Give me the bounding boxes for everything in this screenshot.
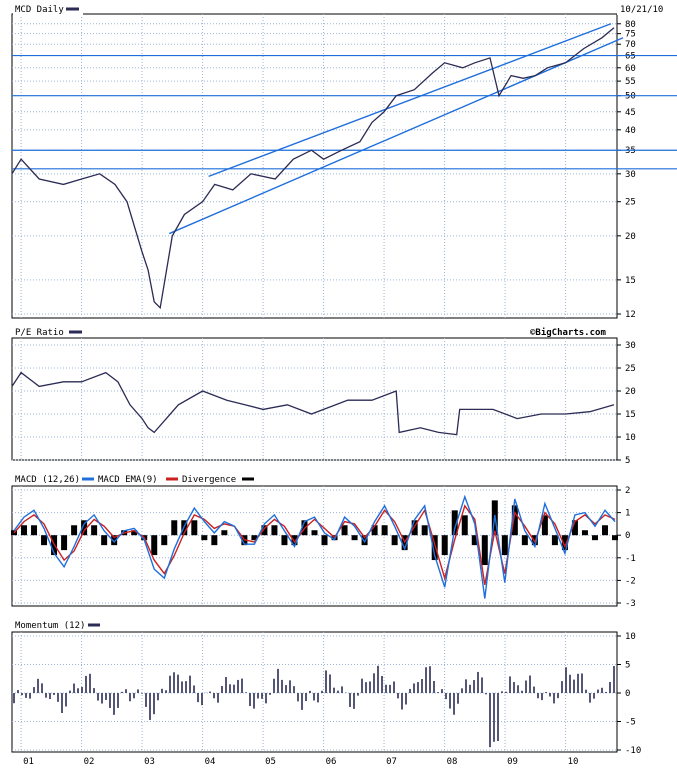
x-axis-labels: 01 02 03 04 05 06 07 08 09 10 — [23, 757, 578, 767]
pe-series — [11, 371, 615, 436]
y-tick-label: 50 — [625, 92, 636, 102]
price-frame — [11, 13, 618, 319]
y-tick-label: 0 — [625, 531, 630, 541]
momentum-axis: -10 -5 0 5 10 — [617, 632, 641, 756]
x-tick-label: 08 — [447, 757, 458, 767]
y-tick-label: 70 — [625, 40, 636, 50]
date-label-bg — [617, 2, 675, 15]
y-tick-label: 65 — [625, 52, 636, 62]
macd-grid — [12, 486, 617, 606]
y-tick-label: 15 — [625, 276, 636, 286]
y-tick-label: 25 — [625, 364, 636, 374]
watermark: ©BigCharts.com — [530, 327, 606, 338]
y-tick-label: 60 — [625, 64, 636, 74]
x-tick-label: 07 — [386, 757, 397, 767]
y-tick-label: 75 — [625, 30, 636, 40]
y-tick-label: 10 — [625, 632, 636, 642]
y-tick-label: 2 — [625, 486, 630, 496]
macd-divergence-bars — [11, 500, 618, 566]
y-tick-label: -2 — [625, 576, 636, 586]
x-tick-label: 03 — [144, 757, 155, 767]
channel-line — [169, 37, 624, 235]
x-tick-label: 01 — [23, 757, 34, 767]
momentum-bars — [13, 665, 615, 748]
price-trendlines — [12, 23, 677, 235]
x-tick-label: 09 — [507, 757, 518, 767]
price-grid — [12, 14, 617, 318]
x-tick-label: 02 — [84, 757, 95, 767]
price-title: MCD Daily — [15, 5, 64, 15]
pe-grid — [12, 338, 617, 461]
price-title-bg — [13, 2, 83, 15]
y-tick-label: 12 — [625, 310, 636, 320]
y-tick-label: 30 — [625, 170, 636, 180]
y-tick-label: -5 — [625, 718, 636, 728]
y-tick-label: 5 — [625, 661, 630, 671]
pe-title: P/E Ratio — [15, 328, 64, 338]
y-tick-label: 30 — [625, 341, 636, 351]
y-tick-label: 1 — [625, 509, 630, 519]
y-tick-label: 25 — [625, 198, 636, 208]
y-tick-label: 5 — [625, 456, 630, 466]
macd-ema-label: MACD EMA(9) — [98, 475, 158, 485]
macd-title: MACD (12,26) — [15, 475, 80, 485]
y-tick-label: -3 — [625, 599, 636, 609]
momentum-frame — [11, 631, 618, 753]
macd-ema-series — [13, 504, 616, 586]
macd-frame — [11, 485, 618, 607]
x-tick-label: 04 — [205, 757, 216, 767]
divergence-label: Divergence — [182, 475, 236, 485]
date-label: 10/21/10 — [620, 5, 663, 15]
y-tick-label: 80 — [625, 20, 636, 30]
macd-axis: -3 -2 -1 0 1 2 — [617, 486, 636, 609]
pe-axis: 5 10 15 20 25 30 — [617, 341, 636, 466]
momentum-title: Momentum (12) — [15, 621, 85, 631]
x-tick-label: 10 — [568, 757, 579, 767]
macd-panel: -3 -2 -1 0 1 2 MACD (12,26) MACD EMA(9) Diver… — [11, 475, 636, 609]
x-tick-label: 05 — [265, 757, 276, 767]
momentum-panel: -10 -5 0 5 10 Momentum (12) — [11, 621, 641, 756]
pe-frame — [11, 337, 618, 461]
y-tick-label: 15 — [625, 410, 636, 420]
channel-line — [208, 23, 612, 178]
y-tick-label: -1 — [625, 554, 636, 564]
y-tick-label: 40 — [625, 126, 636, 136]
macd-series — [13, 494, 616, 599]
y-tick-label: 10 — [625, 433, 636, 443]
y-tick-label: 0 — [625, 689, 630, 699]
y-tick-label: 20 — [625, 232, 636, 242]
y-tick-label: 55 — [625, 77, 636, 87]
y-tick-label: 45 — [625, 108, 636, 118]
y-tick-label: 35 — [625, 146, 636, 156]
price-series — [11, 27, 615, 310]
y-tick-label: -10 — [625, 746, 641, 756]
y-tick-label: 20 — [625, 387, 636, 397]
pe-panel: 5 10 15 20 25 30 P/E Ratio ©BigCharts.com — [11, 327, 636, 466]
x-tick-label: 06 — [326, 757, 337, 767]
